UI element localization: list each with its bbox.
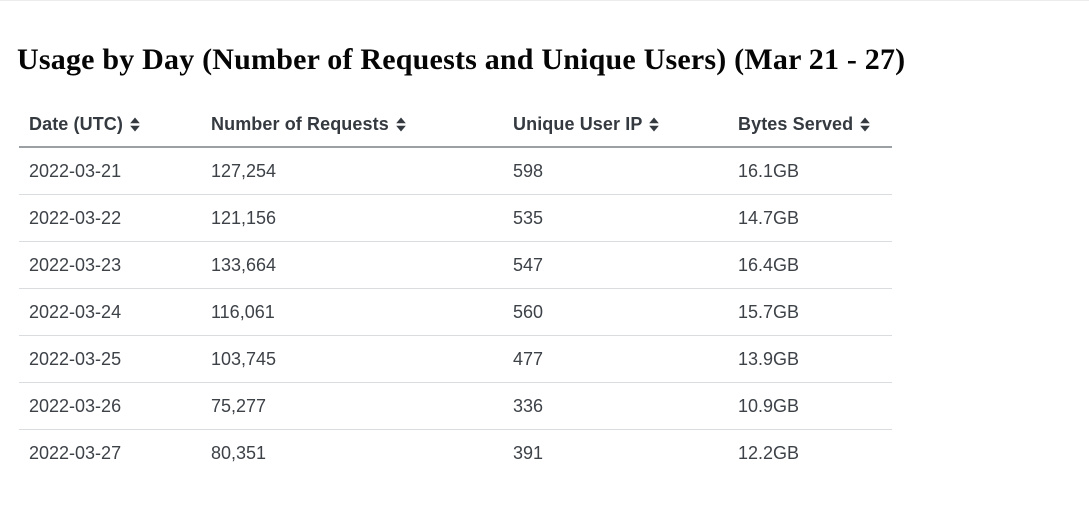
cell-date-utc: 2022-03-25 [19, 335, 201, 383]
cell-number-of-requests: 75,277 [201, 382, 503, 430]
cell-bytes-served: 14.7GB [728, 194, 892, 242]
cell-bytes-served: 16.1GB [728, 147, 892, 195]
cell-bytes-served: 12.2GB [738, 442, 800, 463]
cell-number-of-requests: 121,156 [201, 194, 503, 242]
cell-unique-user-ip: 477 [503, 335, 728, 383]
cell-date-utc: 2022-03-27 [29, 442, 122, 463]
column-header-unique-user-ip[interactable]: Unique User IP [503, 103, 728, 148]
column-header-label: Number of Requests [211, 114, 389, 134]
cell-date-utc: 2022-03-21 [19, 147, 201, 195]
cell-unique-user-ip: 535 [503, 194, 728, 242]
usage-table-container: Date (UTC) Number of Requests Unique Use… [19, 103, 892, 476]
table-row: 2022-03-26 75,277 336 10.9GB [19, 382, 892, 430]
table-row: 2022-03-25 103,745 477 13.9GB [19, 335, 892, 383]
cell-bytes-served: 15.7GB [728, 288, 892, 336]
cell-unique-user-ip: 560 [503, 288, 728, 336]
cell-unique-user-ip: 547 [503, 241, 728, 289]
sort-both-icon [395, 117, 407, 132]
column-header-label: Date (UTC) [29, 114, 123, 134]
table-row: 2022-03-21 127,254 598 16.1GB [19, 147, 892, 195]
column-header-label: Bytes Served [738, 114, 854, 134]
cell-date-utc: 2022-03-22 [19, 194, 201, 242]
cell-date-utc: 2022-03-24 [19, 288, 201, 336]
column-header-date-utc[interactable]: Date (UTC) [19, 103, 201, 148]
sort-both-icon [129, 117, 141, 132]
cell-unique-user-ip: 598 [503, 147, 728, 195]
table-header-row: Date (UTC) Number of Requests Unique Use… [19, 103, 892, 148]
cell-number-of-requests: 133,664 [201, 241, 503, 289]
cell-bytes-served: 10.9GB [728, 382, 892, 430]
cell-number-of-requests: 127,254 [201, 147, 503, 195]
table-row: 2022-03-24 116,061 560 15.7GB [19, 288, 892, 336]
cell-date-utc: 2022-03-26 [19, 382, 201, 430]
cell-number-of-requests: 103,745 [201, 335, 503, 383]
table-row: 2022-03-23 133,664 547 16.4GB [19, 241, 892, 289]
cell-number-of-requests: 80,351 [211, 442, 267, 463]
cell-unique-user-ip: 391 [513, 442, 544, 463]
window-top-edge [0, 0, 1089, 1]
table-row: 2022-03-22 121,156 535 14.7GB [19, 194, 892, 242]
sort-both-icon [648, 117, 660, 132]
table-row: 2022-03-27 80,351 391 12.2GB [19, 430, 892, 477]
column-header-label: Unique User IP [513, 114, 643, 134]
cell-number-of-requests: 116,061 [201, 288, 503, 336]
cell-date-utc: 2022-03-23 [19, 241, 201, 289]
page-title: Usage by Day (Number of Requests and Uni… [17, 43, 906, 77]
table-body: 2022-03-21 127,254 598 16.1GB 2022-03-22 121,… [19, 147, 892, 476]
cell-unique-user-ip: 336 [503, 382, 728, 430]
usage-table: Date (UTC) Number of Requests Unique Use… [19, 103, 892, 476]
column-header-bytes-served[interactable]: Bytes Served [728, 103, 892, 148]
column-header-number-of-requests[interactable]: Number of Requests [201, 103, 503, 148]
cell-bytes-served: 13.9GB [728, 335, 892, 383]
cell-bytes-served: 16.4GB [728, 241, 892, 289]
sort-both-icon [859, 117, 871, 132]
